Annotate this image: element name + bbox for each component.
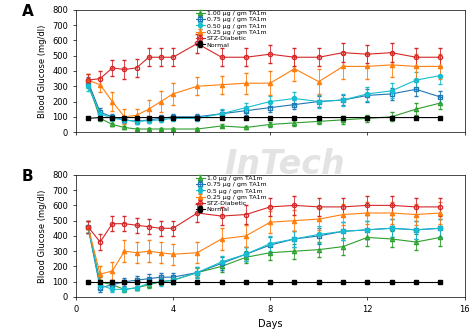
- Text: B: B: [21, 169, 33, 184]
- X-axis label: Days: Days: [258, 319, 283, 329]
- Text: A: A: [21, 4, 33, 19]
- Y-axis label: Blood Glucose (mg/dl): Blood Glucose (mg/dl): [38, 24, 47, 118]
- Text: InTech: InTech: [224, 148, 345, 182]
- Y-axis label: Blood Glucose (mg/dl): Blood Glucose (mg/dl): [38, 189, 47, 282]
- Legend: 1.0 μg / gm TA1m, 0.75 μg / gm TA1m, 0.5 μg / gm TA1m, 0.25 μg / gm TA1m, STZ-Di: 1.0 μg / gm TA1m, 0.75 μg / gm TA1m, 0.5…: [196, 176, 266, 213]
- Legend: 1.00 μg / gm TA1m, 0.75 μg / gm TA1m, 0.50 μg / gm TA1m, 0.25 μg / gm TA1m, STZ-: 1.00 μg / gm TA1m, 0.75 μg / gm TA1m, 0.…: [196, 11, 266, 48]
